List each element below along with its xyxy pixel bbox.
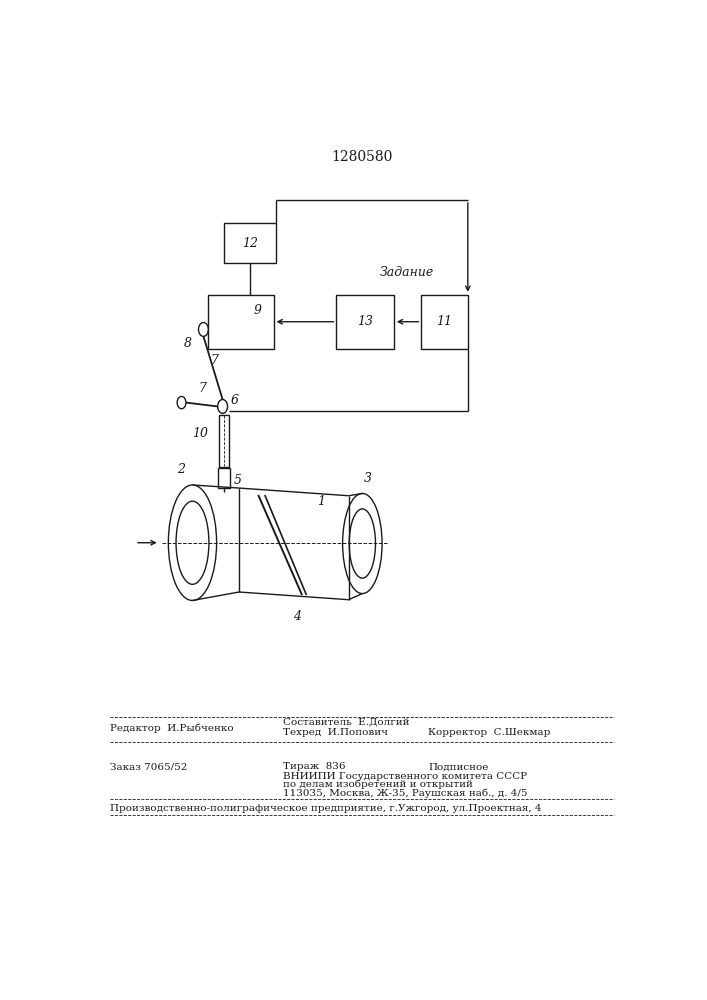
- Text: 8: 8: [184, 337, 192, 350]
- Text: 7: 7: [210, 354, 218, 367]
- Text: Задание: Задание: [380, 266, 434, 279]
- Text: Подписное: Подписное: [428, 762, 489, 771]
- Text: 12: 12: [242, 237, 258, 250]
- Bar: [224, 223, 276, 263]
- Text: 3: 3: [364, 472, 372, 485]
- Text: 6: 6: [230, 394, 239, 407]
- Bar: [218, 468, 230, 488]
- Text: 13: 13: [357, 315, 373, 328]
- Text: 11: 11: [436, 315, 452, 328]
- Text: ВНИИПИ Государственного комитета СССР: ВНИИПИ Государственного комитета СССР: [283, 772, 527, 781]
- Text: 2: 2: [177, 463, 185, 476]
- Text: Корректор  С.Шекмар: Корректор С.Шекмар: [428, 728, 551, 737]
- Text: 1280580: 1280580: [332, 150, 393, 164]
- Text: Тираж  836: Тираж 836: [283, 762, 346, 771]
- Text: 1: 1: [317, 495, 325, 508]
- Text: Редактор  И.Рыбченко: Редактор И.Рыбченко: [110, 724, 234, 733]
- Text: Составитель  Е.Долгий: Составитель Е.Долгий: [283, 718, 409, 727]
- Bar: [421, 295, 468, 349]
- Text: 4: 4: [293, 610, 300, 623]
- Text: 10: 10: [192, 427, 208, 440]
- Bar: [337, 295, 394, 349]
- Text: 5: 5: [234, 474, 242, 487]
- Text: 113035, Москва, Ж-35, Раушская наб., д. 4/5: 113035, Москва, Ж-35, Раушская наб., д. …: [283, 788, 527, 798]
- Text: Заказ 7065/52: Заказ 7065/52: [110, 762, 187, 771]
- Bar: [219, 415, 229, 466]
- Text: 7: 7: [199, 382, 206, 395]
- Text: Производственно-полиграфическое предприятие, г.Ужгород, ул.Проектная, 4: Производственно-полиграфическое предприя…: [110, 804, 542, 813]
- Bar: [208, 295, 274, 349]
- Text: Техред  И.Попович: Техред И.Попович: [283, 728, 388, 737]
- Text: по делам изобретений и открытий: по делам изобретений и открытий: [283, 780, 473, 789]
- Text: 9: 9: [253, 304, 261, 317]
